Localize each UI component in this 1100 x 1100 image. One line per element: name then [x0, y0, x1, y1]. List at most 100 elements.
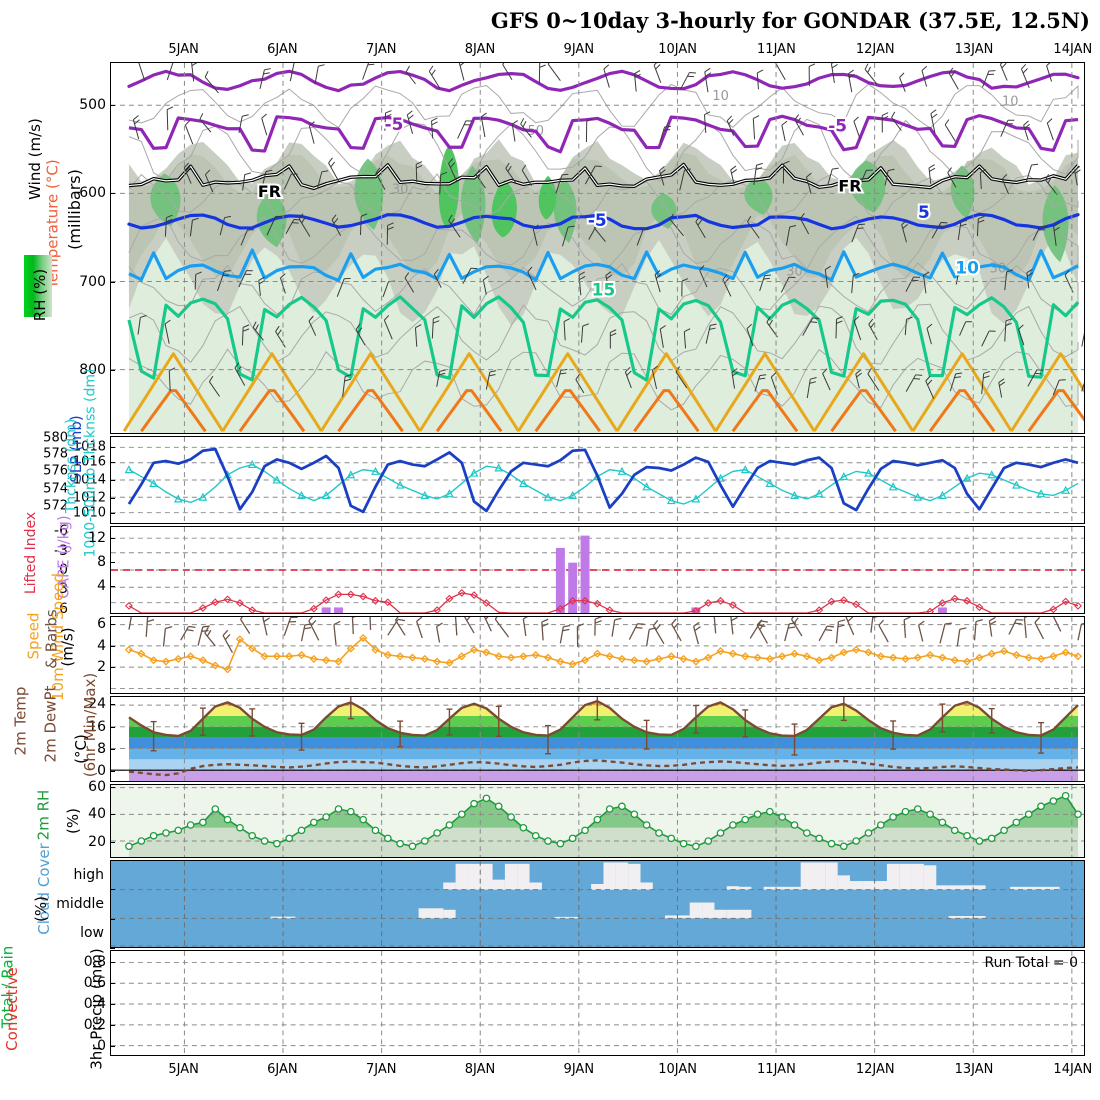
svg-text:5: 5: [918, 202, 930, 222]
panel-lifted-index-cape: [110, 526, 1085, 614]
rh-legend-swatch: [24, 255, 52, 317]
dewpt-axis-label: 2m DewPt: [41, 685, 60, 763]
pressure-tick-500: 500: [79, 96, 106, 113]
cape-tick-12-tick: [110, 538, 115, 540]
precip-tick-0p4: 0.4: [83, 996, 106, 1013]
lifted-index-tick-neg6: -6: [54, 523, 68, 540]
svg-text:10: 10: [712, 89, 728, 104]
pressure-tick-600-tick: [110, 193, 115, 195]
svg-text:10: 10: [955, 258, 979, 278]
cloud-axis-units: (%): [31, 896, 50, 922]
rh2m-tick-60-tick: [110, 786, 115, 788]
cape-tick-12: 12: [88, 530, 106, 547]
date-tick-10jan: 10JAN: [658, 1062, 697, 1077]
svg-text:10: 10: [1002, 94, 1018, 109]
pressure-tick-700-tick: [110, 281, 115, 283]
pressure-tick-800: 800: [79, 362, 106, 379]
thickness-tick-574: 574: [43, 481, 68, 497]
svg-text:30: 30: [392, 182, 408, 197]
temp-tick-24-tick: [110, 704, 115, 706]
upper-wind-label: Wind (m/s): [25, 118, 44, 200]
rh2m-axis-units: (%): [63, 808, 82, 834]
precip-tick-0-tick: [110, 1046, 115, 1048]
slp-tick-1016: 1016: [72, 454, 106, 470]
date-tick-6jan: 6JAN: [267, 42, 298, 57]
lifted-index-tick-6: 6: [59, 600, 68, 617]
date-axis-bottom: 5JAN 6JAN 7JAN 8JAN 9JAN 10JAN 11JAN 12JAN 13JAN…: [110, 1062, 1092, 1080]
lifted-index-tick-3: 3: [59, 581, 68, 598]
precip-tick-0p2-tick: [110, 1025, 115, 1027]
rh2m-tick-40: 40: [88, 806, 106, 823]
pressure-tick-700: 700: [79, 273, 106, 290]
rh2m-tick-40-tick: [110, 814, 115, 816]
precip-tick-0p2: 0.2: [83, 1017, 106, 1034]
cape-tick-4: 4: [97, 577, 106, 594]
cloud-band-tick-low: [110, 948, 115, 949]
slp-tick-1012-tick: [110, 497, 115, 499]
date-tick-13jan: 13JAN: [954, 42, 994, 57]
precip-axis-label: 3hr Precip (mm): [87, 948, 106, 1070]
temp-tick-16: 16: [88, 718, 106, 735]
precip-convective-label: Convective: [2, 967, 21, 1051]
panel-upper-air: 10 10 30 30 30 50 -5 -5 -5 -5 -5 -5 5 5 10 10 15 15 FR FR FR…: [110, 62, 1085, 434]
precip-tick-0p8: 0.8: [83, 953, 106, 970]
thickness-axis-label: 1000-500mb Thcknss (dm): [82, 368, 99, 558]
date-tick-11jan: 11JAN: [757, 42, 796, 57]
cape-tick-8: 8: [97, 554, 106, 571]
date-tick-6jan: 6JAN: [267, 1062, 298, 1077]
svg-text:-5: -5: [385, 114, 404, 134]
slp-tick-1018: 1018: [72, 439, 106, 455]
cloud-band-tick-high: [110, 889, 115, 891]
panel-precip: Run Total = 0: [110, 950, 1085, 1056]
rh2m-tick-60: 60: [88, 778, 106, 795]
thickness-tick-572: 572: [43, 498, 68, 514]
date-tick-7jan: 7JAN: [365, 1062, 397, 1077]
slp-tick-1010-tick: [110, 513, 115, 515]
date-tick-8jan: 8JAN: [464, 1062, 496, 1077]
date-tick-14jan: 14JAN: [1053, 42, 1093, 57]
panel-cloud-cover: [110, 860, 1085, 948]
cloud-band-label-middle: middle: [56, 896, 104, 912]
thickness-tick-580: 580: [43, 430, 68, 446]
svg-text:15: 15: [592, 280, 616, 300]
date-tick-7jan: 7JAN: [365, 42, 397, 57]
pressure-tick-500-tick: [110, 104, 115, 106]
svg-text:FR: FR: [258, 182, 281, 201]
cloud-band-label-low: low: [80, 925, 104, 942]
rh2m-axis-label: 2m RH: [34, 789, 53, 841]
upper-rh-label: RH (%): [31, 268, 50, 322]
date-tick-11jan: 11JAN: [757, 1062, 796, 1077]
cape-tick-8-tick: [110, 562, 115, 564]
precip-tick-0p8-tick: [110, 961, 115, 963]
svg-text:5: 5: [918, 202, 930, 222]
temp-tick-0: 0: [97, 762, 106, 779]
date-tick-9jan: 9JAN: [563, 1062, 595, 1077]
temp-axis-units: (°C): [71, 734, 90, 764]
precip-tick-0p4-tick: [110, 1004, 115, 1006]
temp-tick-24: 24: [88, 696, 106, 713]
slp-tick-1012: 1012: [72, 490, 106, 506]
date-tick-8jan: 8JAN: [464, 42, 496, 57]
date-tick-9jan: 9JAN: [563, 42, 595, 57]
panel-10m-wind: [110, 616, 1085, 694]
svg-text:FR: FR: [838, 177, 861, 196]
wind-tick-2: 2: [97, 659, 106, 676]
precip-tick-0p6-tick: [110, 982, 115, 984]
svg-text:-5: -5: [588, 210, 607, 230]
wind-tick-2-tick: [110, 667, 115, 669]
slp-tick-1016-tick: [110, 462, 115, 464]
date-tick-5jan: 5JAN: [168, 42, 199, 57]
precip-tick-0p6: 0.6: [83, 974, 106, 991]
slp-tick-1014-tick: [110, 480, 115, 481]
wind-tick-6-tick: [110, 623, 115, 625]
temp-tick-0-tick: [110, 770, 115, 772]
upper-yaxis-label: (millibars): [64, 169, 84, 250]
slp-tick-1010: 1010: [72, 505, 106, 521]
cloud-band-tick-middle: [110, 918, 115, 920]
panel-2m-rh: [110, 784, 1085, 858]
pressure-tick-800-tick: [110, 370, 115, 372]
svg-text:10: 10: [955, 258, 979, 278]
date-tick-12jan: 12JAN: [855, 42, 895, 57]
svg-text:-5: -5: [588, 210, 607, 230]
wind-axis-units: (m/s): [58, 627, 77, 667]
